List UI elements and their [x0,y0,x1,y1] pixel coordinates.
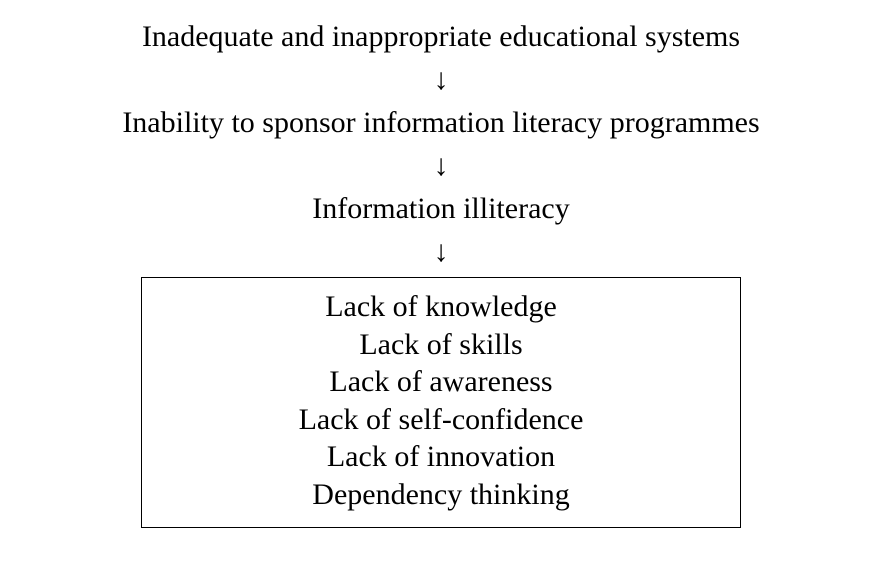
arrow-down-icon: ↓ [434,65,449,95]
flowchart-diagram: Inadequate and inappropriate educational… [0,0,882,528]
outcome-item: Lack of self-confidence [299,401,584,439]
outcome-item: Lack of knowledge [325,288,557,326]
outcome-item: Lack of awareness [329,363,552,401]
outcome-item: Lack of innovation [327,438,555,476]
outcome-item: Lack of skills [359,326,522,364]
flow-node-1: Inadequate and inappropriate educational… [142,19,740,55]
arrow-down-icon: ↓ [434,237,449,267]
flow-node-3: Information illiteracy [312,191,569,227]
outcome-item: Dependency thinking [312,476,569,514]
flow-node-2: Inability to sponsor information literac… [122,105,759,141]
arrow-down-icon: ↓ [434,151,449,181]
outcome-box: Lack of knowledge Lack of skills Lack of… [141,277,741,528]
